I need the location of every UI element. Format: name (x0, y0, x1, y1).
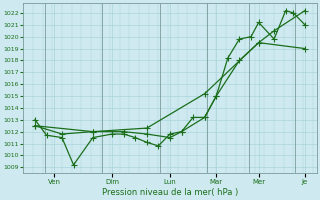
X-axis label: Pression niveau de la mer( hPa ): Pression niveau de la mer( hPa ) (102, 188, 238, 197)
